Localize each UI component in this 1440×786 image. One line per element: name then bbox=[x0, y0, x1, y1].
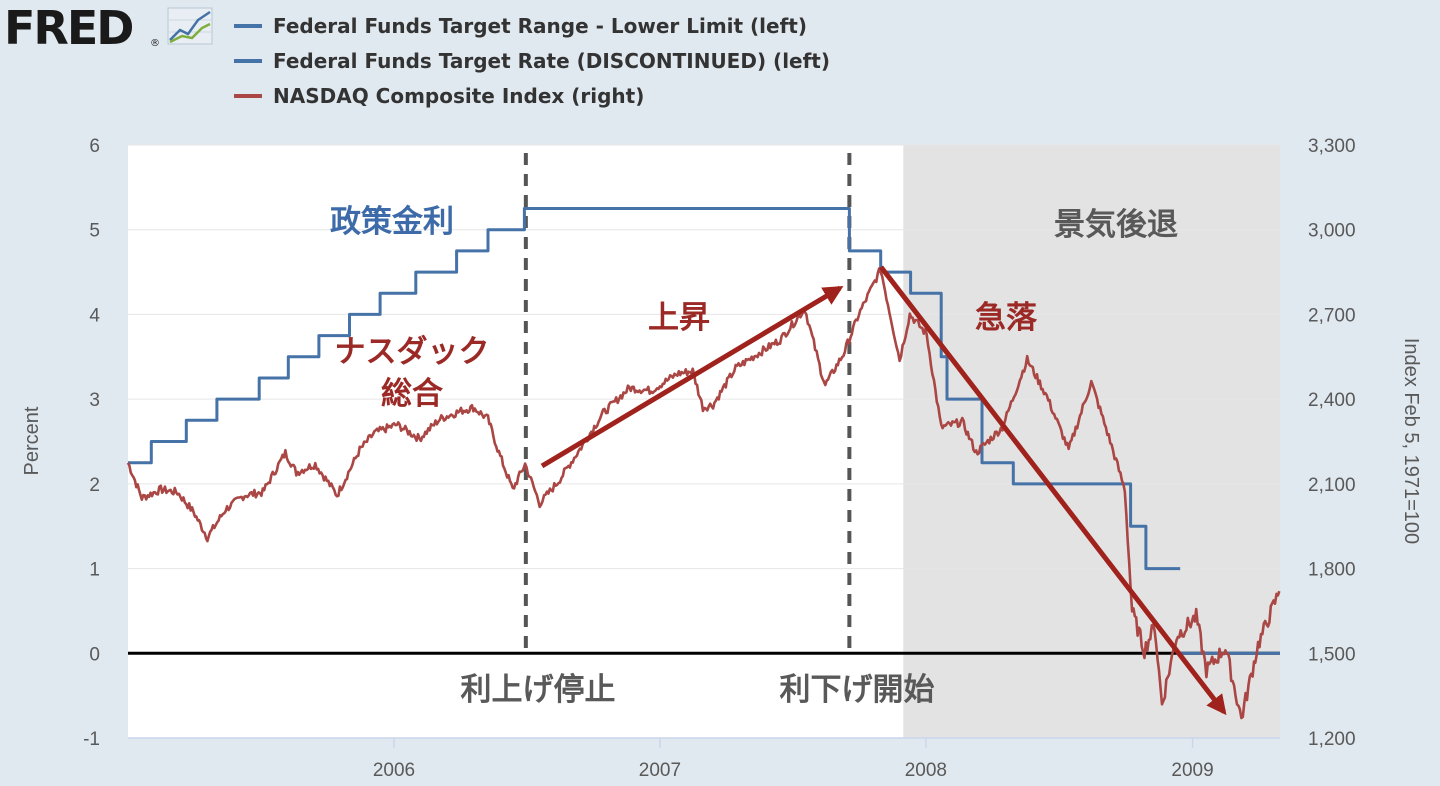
x-tick-label: 2009 bbox=[1171, 760, 1213, 781]
legend-label[interactable]: Federal Funds Target Range - Lower Limit… bbox=[273, 14, 807, 38]
recession-label: 景気後退 bbox=[1054, 207, 1178, 243]
y-right-tick: 2,400 bbox=[1308, 390, 1356, 411]
legend-label[interactable]: NASDAQ Composite Index (right) bbox=[273, 84, 644, 108]
x-tick-label: 2006 bbox=[373, 760, 415, 781]
y-left-tick: 0 bbox=[89, 644, 100, 665]
y-left-tick: -1 bbox=[83, 729, 100, 750]
legend: Federal Funds Target Range - Lower Limit… bbox=[234, 14, 830, 108]
y-left-title: Percent bbox=[21, 406, 43, 475]
rise-label: 上昇 bbox=[648, 300, 710, 336]
series-line[interactable] bbox=[128, 207, 1181, 571]
nasdaq-label-line2: 総合 bbox=[381, 376, 443, 412]
rise-arrow bbox=[540, 285, 844, 469]
x-tick-label: 2007 bbox=[639, 760, 681, 781]
y-right-tick: 2,700 bbox=[1308, 305, 1356, 326]
line-graph-icon bbox=[167, 7, 213, 45]
y-left-tick: 2 bbox=[89, 475, 100, 496]
recession-shading bbox=[903, 145, 1280, 738]
y-left-tick: 3 bbox=[89, 390, 100, 411]
nasdaq-label-line1: ナスダック bbox=[335, 334, 490, 370]
x-tick-label: 2008 bbox=[905, 760, 947, 781]
y-right-tick: 2,100 bbox=[1308, 475, 1356, 496]
axis-ticks: 6 5 4 3 2 1 0 -1 3,300 3,000 2,700 2,400 2,100 1,800 1… bbox=[83, 136, 1355, 781]
policy-rate-label: 政策金利 bbox=[330, 204, 454, 240]
y-left-tick: 5 bbox=[89, 221, 100, 242]
cut-start-label: 利下げ開始 bbox=[780, 672, 935, 708]
y-right-tick: 1,800 bbox=[1308, 560, 1356, 581]
y-right-tick: 3,300 bbox=[1308, 136, 1356, 157]
y-right-tick: 1,500 bbox=[1308, 644, 1356, 665]
y-left-tick: 6 bbox=[89, 136, 100, 157]
y-right-tick: 3,000 bbox=[1308, 221, 1356, 242]
y-left-tick: 1 bbox=[89, 560, 100, 581]
plunge-arrow bbox=[879, 265, 1227, 716]
logo-text: FRED bbox=[4, 1, 132, 55]
fred-logo[interactable]: FRED ® bbox=[4, 1, 213, 55]
legend-label[interactable]: Federal Funds Target Rate (DISCONTINUED)… bbox=[273, 49, 830, 73]
plunge-label: 急落 bbox=[975, 300, 1038, 336]
hike-stop-label: 利上げ停止 bbox=[461, 672, 616, 708]
y-left-tick: 4 bbox=[89, 305, 100, 326]
series-group bbox=[126, 207, 1281, 720]
registered-mark: ® bbox=[150, 38, 160, 49]
y-right-tick: 1,200 bbox=[1308, 729, 1356, 750]
series-line[interactable] bbox=[126, 267, 1281, 720]
y-right-title: Index Feb 5, 1971=100 bbox=[1400, 338, 1422, 544]
